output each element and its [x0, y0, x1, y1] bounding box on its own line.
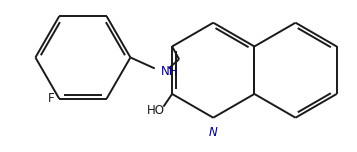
Text: NH: NH: [161, 66, 178, 78]
Text: N: N: [209, 126, 218, 139]
Text: HO: HO: [147, 104, 165, 117]
Text: F: F: [48, 92, 55, 105]
